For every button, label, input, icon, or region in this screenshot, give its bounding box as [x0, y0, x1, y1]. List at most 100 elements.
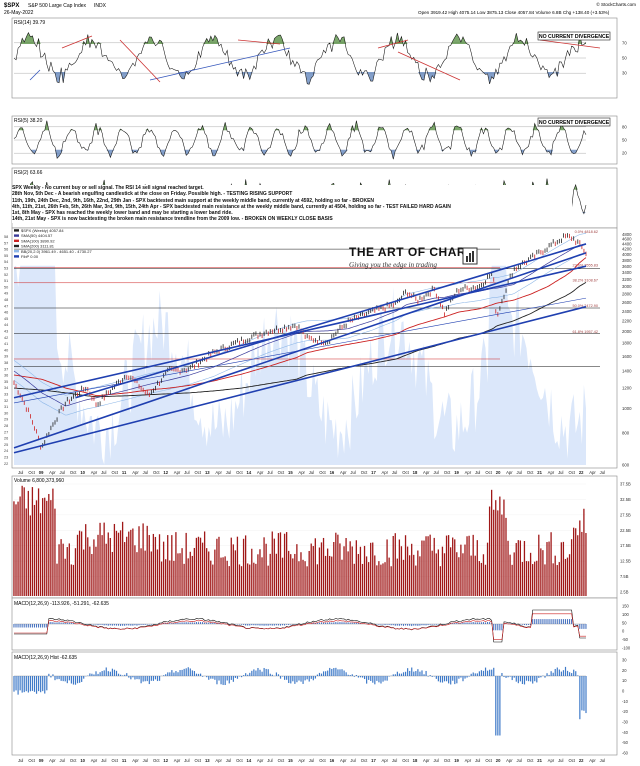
- macd-hist-bar: [253, 624, 255, 626]
- macd-hist-bar: [454, 623, 456, 624]
- time-axis-label: Oct: [319, 758, 326, 763]
- macd-hist-bar: [259, 624, 261, 626]
- time-axis-label: Apr: [91, 470, 98, 475]
- macd-hist-bar: [35, 624, 38, 628]
- hist-bar: [554, 668, 556, 676]
- left-scale-label: 29: [4, 418, 8, 422]
- time-axis-label: 13: [205, 470, 210, 475]
- price-axis-label: 600: [622, 463, 630, 468]
- macd-hist-bar: [425, 624, 427, 626]
- time-axis-label: Apr: [257, 758, 264, 763]
- hist-bar: [585, 676, 587, 714]
- macd-hist-bar: [327, 622, 329, 624]
- macd-hist-bar: [542, 619, 544, 624]
- rsi14-level-label: 50: [622, 56, 627, 61]
- hist-bar: [341, 669, 343, 676]
- hist-bar: [13, 676, 15, 692]
- hist-axis-label: -50: [622, 740, 629, 745]
- hist-bar: [482, 670, 485, 676]
- volume-bar: [87, 537, 89, 596]
- volume-bar: [228, 566, 230, 596]
- volume-bar: [281, 557, 284, 596]
- time-axis-label: Oct: [278, 470, 285, 475]
- volume-plot: 37.5B 32.5B 27.5B 22.5B 17.5B 12.5B 7.5B 2.5B: [13, 482, 631, 596]
- volume-bar: [103, 522, 105, 596]
- hist-bar: [497, 676, 499, 736]
- time-axis-label: 18: [413, 758, 418, 763]
- hist-bar: [417, 669, 419, 676]
- volume-bar: [560, 542, 562, 596]
- time-axis-label: Oct: [485, 758, 492, 763]
- volume-bar: [376, 565, 378, 596]
- macd-hist-bar: [404, 624, 407, 626]
- macd-hist-bar: [25, 624, 27, 628]
- hist-bar: [558, 669, 560, 676]
- hist-bar: [501, 672, 503, 676]
- hist-bar: [413, 671, 415, 676]
- time-axis-label: 22: [579, 470, 584, 475]
- hist-axis-label: -20: [622, 709, 629, 714]
- volume-bar: [527, 561, 530, 596]
- macd-hist-bar: [322, 622, 325, 624]
- hist-bar: [493, 667, 495, 676]
- macd-hist-bar: [288, 624, 290, 626]
- time-axis-label: Jul: [226, 470, 231, 475]
- macd-hist-bar: [493, 624, 495, 631]
- macd-hist-bar: [521, 624, 523, 625]
- hist-bar: [232, 676, 234, 682]
- hist-bar: [218, 676, 220, 681]
- volume-bar: [298, 561, 300, 596]
- volume-bar: [290, 554, 292, 596]
- volume-bar: [68, 543, 70, 596]
- volume-bar: [126, 536, 128, 596]
- macd-hist-bar: [400, 624, 402, 626]
- volume-bar: [349, 541, 351, 596]
- hist-bar: [189, 668, 191, 676]
- chart-date: 26-May-2022: [4, 10, 34, 16]
- left-scale-label: 49: [4, 292, 8, 296]
- macd-hist-bar: [349, 622, 351, 624]
- hist-bar: [468, 676, 470, 677]
- volume-bar: [575, 528, 577, 596]
- hist-bar: [81, 676, 83, 682]
- time-axis-label: 15: [288, 470, 293, 475]
- hist-bar: [476, 673, 478, 676]
- time-axis-label: Apr: [423, 470, 430, 475]
- time-axis-label: Apr: [506, 758, 513, 763]
- macd-signal-line: [14, 613, 586, 640]
- time-axis-label: Apr: [465, 758, 472, 763]
- volume-bar: [408, 555, 411, 596]
- volume-bar: [306, 566, 308, 596]
- left-scale-label: 38: [4, 361, 8, 365]
- hist-bar: [534, 676, 536, 682]
- volume-bar: [140, 548, 142, 596]
- volume-bar: [390, 566, 392, 596]
- volume-bar: [552, 563, 554, 596]
- volume-bar: [124, 542, 126, 596]
- divergence-line: [539, 39, 601, 49]
- hist-bar: [95, 671, 97, 676]
- volume-bar: [247, 563, 249, 596]
- macd-hist-bar: [103, 624, 105, 626]
- macd-hist-bar: [484, 622, 487, 624]
- left-scale-label: 48: [4, 298, 8, 302]
- hist-bar: [255, 670, 257, 676]
- hist-bar: [103, 670, 105, 676]
- left-scale-label: 55: [4, 254, 8, 258]
- time-axis-label: Apr: [589, 470, 596, 475]
- rsi14-divergence-tag: NO CURRENT DIVERGENCE: [539, 34, 610, 40]
- volume-bar: [238, 564, 241, 596]
- hist-bar: [366, 676, 368, 684]
- macd-axis-label: 100: [622, 612, 630, 617]
- volume-bar: [507, 540, 509, 596]
- hist-bar: [60, 676, 62, 681]
- hist-bar: [173, 672, 175, 676]
- macd-hist-bar: [263, 624, 265, 626]
- hist-bar: [99, 672, 101, 676]
- volume-bar: [44, 497, 46, 596]
- hist-bar: [64, 676, 66, 682]
- volume-bar: [29, 515, 32, 596]
- hist-bar: [236, 676, 239, 679]
- macd-hist-bar: [409, 624, 411, 626]
- hist-bar: [579, 676, 581, 720]
